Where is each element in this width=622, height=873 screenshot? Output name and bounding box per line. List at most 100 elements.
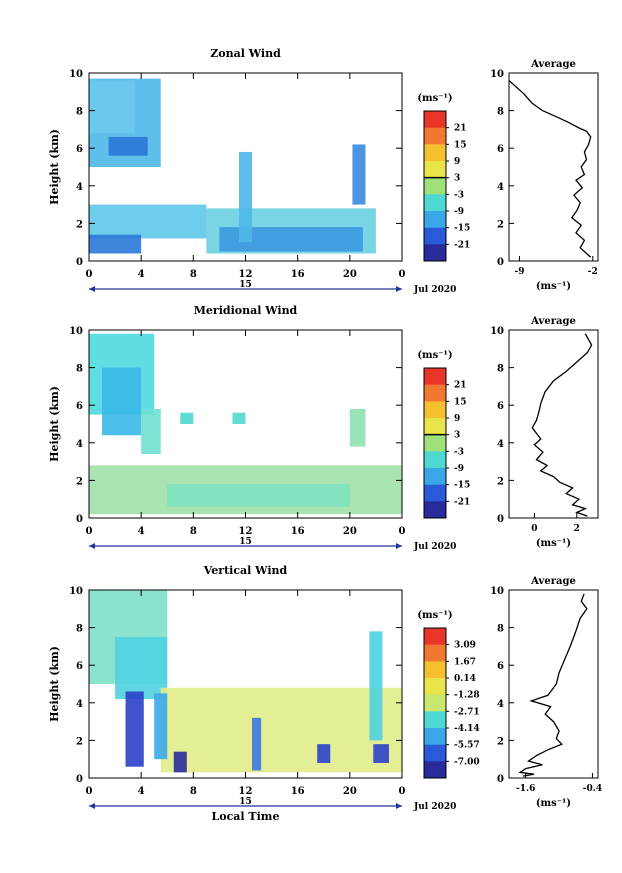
profile-title: Average <box>530 576 576 587</box>
colorbar-frame <box>423 367 447 519</box>
profile-x-tick-label: -2 <box>588 267 598 277</box>
heatmap-cell <box>252 717 262 771</box>
colorbar-tick-label: 9 <box>454 414 460 424</box>
colorbar-tick-label: -15 <box>454 224 470 234</box>
colorbar-segment <box>424 368 446 386</box>
heatmap-cell <box>102 367 142 436</box>
profile-y-tick-label: 6 <box>497 144 504 155</box>
colorbar-segment <box>424 728 446 746</box>
profile-y-tick-label: 2 <box>497 219 504 230</box>
profile-x-tick-label: 2 <box>574 524 580 534</box>
colorbar-segment <box>424 694 446 712</box>
colorbar-tick-label: -21 <box>454 497 470 507</box>
colorbar-tick-label: -2.71 <box>454 707 480 717</box>
profile-line <box>508 80 592 258</box>
colorbar-unit: (ms⁻¹) <box>417 93 452 104</box>
x-axis-label: Local Time <box>212 810 280 823</box>
x-tick-label: 0 <box>399 786 406 797</box>
profile-y-tick-label: 8 <box>497 364 504 375</box>
colorbar-tick-label: -3 <box>454 190 464 200</box>
heatmap-cell <box>173 751 187 773</box>
x-tick-label: 8 <box>190 269 197 280</box>
profile-x-label: (ms⁻¹) <box>536 538 571 549</box>
colorbar-tick-label: 15 <box>454 140 467 150</box>
profile-y-tick-label: 0 <box>497 514 504 525</box>
colorbar-tick-label: -21 <box>454 240 470 250</box>
date-bar-arrow <box>396 286 402 292</box>
heatmap-cell <box>160 687 402 773</box>
x-tick-label: 4 <box>138 269 145 280</box>
colorbar-segment <box>424 484 446 502</box>
profile-line <box>518 593 588 777</box>
heatmap-cell <box>232 412 246 424</box>
colorbar-segment <box>424 211 446 229</box>
y-axis-label: Height (km) <box>48 646 61 722</box>
month-label: Jul 2020 <box>413 542 456 552</box>
month-label: Jul 2020 <box>413 285 456 295</box>
colorbar-frame <box>423 627 447 779</box>
colorbar-tick-label: -15 <box>454 481 470 491</box>
x-tick-label: 0 <box>399 526 406 537</box>
profile-y-tick-label: 10 <box>490 326 504 337</box>
colorbar-tick-label: -4.14 <box>454 724 480 734</box>
x-tick-label: 20 <box>343 786 357 797</box>
y-tick-label: 0 <box>76 514 83 525</box>
colorbar-segment <box>424 501 446 519</box>
profile-x-tick-label: -1.6 <box>516 784 535 794</box>
profile-y-tick-label: 0 <box>497 774 504 785</box>
profile-y-tick-label: 4 <box>497 699 504 710</box>
x-tick-label: 20 <box>343 526 357 537</box>
heatmap-cell <box>89 234 142 254</box>
colorbar-segment <box>424 451 446 469</box>
profile-x-label: (ms⁻¹) <box>536 798 571 809</box>
x-tick-label: 0 <box>86 269 93 280</box>
colorbar-tick-label: 3 <box>454 174 460 184</box>
y-tick-label: 10 <box>69 586 83 597</box>
colorbar-segment <box>424 144 446 162</box>
panel-title: Zonal Wind <box>210 47 281 60</box>
date-bar-arrow <box>89 286 95 292</box>
x-tick-label: 12 <box>239 786 253 797</box>
heatmap-cell <box>373 744 389 763</box>
heatmap-cell <box>349 408 366 447</box>
heatmap-regions <box>89 590 402 773</box>
date-bar-arrow <box>396 543 402 549</box>
x-tick-label: 16 <box>291 526 305 537</box>
colorbar-segment <box>424 244 446 262</box>
heatmap-regions <box>89 78 376 254</box>
y-tick-label: 8 <box>76 624 83 635</box>
colorbar-tick-label: 3.09 <box>454 641 476 651</box>
profile-y-tick-label: 2 <box>497 476 504 487</box>
x-tick-label: 16 <box>291 786 305 797</box>
colorbar-segment <box>424 161 446 179</box>
colorbar-tick-label: -1.28 <box>454 691 480 701</box>
date-bar-arrow <box>89 543 95 549</box>
month-label: Jul 2020 <box>413 802 456 812</box>
y-tick-label: 6 <box>76 144 83 155</box>
profile-y-tick-label: 10 <box>490 586 504 597</box>
colorbar-segment <box>424 194 446 212</box>
heatmap-cell <box>89 80 135 134</box>
heatmap-regions <box>89 333 402 515</box>
heatmap-cell <box>115 637 168 700</box>
x-tick-label: 12 <box>239 269 253 280</box>
colorbar-segment <box>424 177 446 195</box>
y-tick-label: 10 <box>69 69 83 80</box>
colorbar-tick-label: -3 <box>454 447 464 457</box>
profile-title: Average <box>530 316 576 327</box>
x-tick-label: 8 <box>190 786 197 797</box>
profile-y-tick-label: 0 <box>497 257 504 268</box>
profile-frame <box>508 329 599 519</box>
x-tick-label: 12 <box>239 526 253 537</box>
heatmap-cell <box>238 151 253 243</box>
date-label: 15 <box>239 537 252 547</box>
x-tick-label: 16 <box>291 269 305 280</box>
profile-y-tick-label: 10 <box>490 69 504 80</box>
x-tick-label: 8 <box>190 526 197 537</box>
profile-x-label: (ms⁻¹) <box>536 281 571 292</box>
heatmap-cell <box>369 631 383 741</box>
y-tick-label: 8 <box>76 364 83 375</box>
x-tick-label: 4 <box>138 786 145 797</box>
y-tick-label: 2 <box>76 219 83 230</box>
heatmap-cell <box>352 144 366 205</box>
